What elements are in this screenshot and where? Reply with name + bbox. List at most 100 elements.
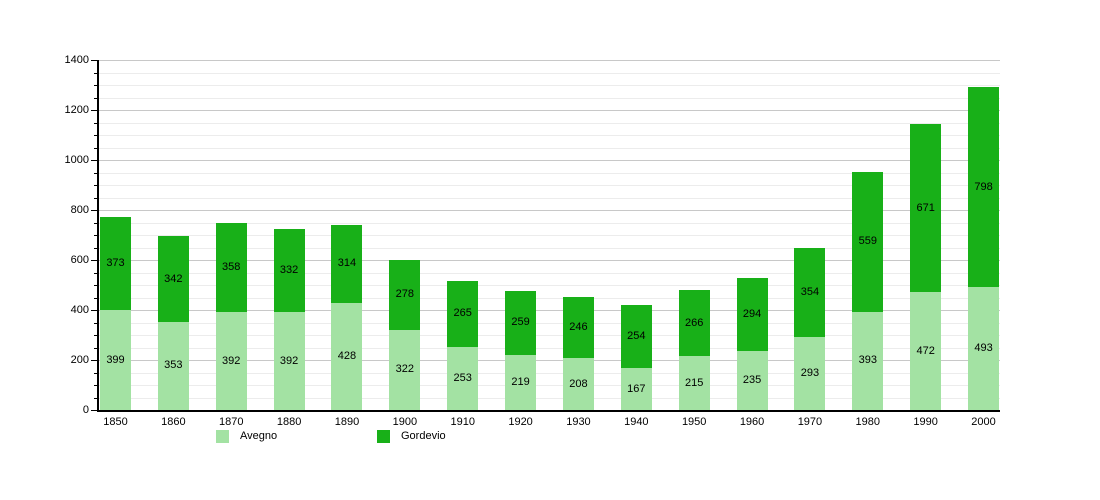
value-label-gordevio-1940: 254 — [627, 330, 646, 342]
value-label-gordevio-1920: 259 — [511, 316, 530, 329]
minor-gridline — [99, 322, 1000, 324]
plot-area: 0 200 400 600 800 1000 1200 1400 399 373 1850 353 34… — [65, 54, 1000, 428]
bar-segment-avegno-1890 — [331, 303, 363, 410]
value-label-gordevio-1980: 559 — [858, 235, 877, 248]
bar-segment-avegno-2000 — [968, 286, 1000, 410]
minor-gridline — [99, 297, 1000, 299]
bar-segment-gordevio-1980 — [852, 172, 884, 312]
gordevio-legend-label: Gordevio — [401, 430, 446, 442]
minor-gridline — [99, 185, 1000, 186]
y-axis-tick — [94, 347, 99, 349]
minor-gridline — [99, 272, 1000, 274]
bar-segment-gordevio-1850 — [100, 217, 131, 311]
value-label-gordevio-1860: 342 — [164, 272, 183, 285]
value-label-avegno-1960: 235 — [742, 374, 762, 387]
bar-segment-gordevio-2000 — [968, 87, 1000, 287]
y-axis-label: 1000 — [64, 154, 89, 166]
value-label-gordevio-1930: 246 — [569, 320, 588, 333]
minor-gridline — [99, 222, 1000, 224]
value-label-avegno-1900: 322 — [395, 363, 415, 376]
value-label-gordevio-1910: 265 — [453, 307, 472, 320]
value-label-avegno-1920: 219 — [511, 376, 530, 389]
value-label-avegno-1970: 293 — [800, 366, 820, 379]
y-axis-label: 1200 — [64, 104, 89, 116]
bar-segment-avegno-1900 — [389, 329, 421, 410]
bar-segment-gordevio-1950 — [678, 289, 710, 357]
avegno-legend-label: Avegno — [240, 430, 278, 442]
value-label-avegno-1980: 393 — [858, 354, 877, 367]
bar-segment-gordevio-1970 — [794, 248, 826, 337]
minor-gridline — [99, 372, 1000, 374]
major-gridline — [99, 160, 1000, 161]
major-gridline — [99, 60, 1000, 61]
y-axis-tick — [94, 285, 99, 286]
y-axis-tick — [94, 222, 99, 224]
minor-gridline — [99, 147, 1000, 149]
y-axis-tick — [91, 60, 99, 61]
y-axis-tick — [94, 97, 99, 99]
bar-segment-gordevio-1920 — [505, 290, 537, 356]
bar-segment-gordevio-1860 — [157, 236, 189, 322]
bar-segment-avegno-1870 — [215, 312, 247, 410]
y-axis-label: 0 — [82, 404, 89, 416]
x-axis-label: 1930 — [566, 416, 591, 428]
y-axis-tick — [94, 322, 99, 324]
x-axis-label: 1940 — [624, 416, 649, 428]
value-label-avegno-1860: 353 — [164, 359, 183, 372]
minor-gridline — [99, 247, 1000, 249]
bar-segment-gordevio-1910 — [447, 280, 479, 347]
x-axis-label: 1960 — [739, 416, 765, 428]
minor-gridline — [99, 397, 1000, 399]
y-axis-tick — [91, 160, 99, 161]
bar-segment-avegno-1860 — [157, 321, 189, 410]
x-axis-label: 1890 — [334, 416, 360, 428]
y-axis-tick — [94, 172, 99, 174]
major-gridline — [99, 110, 1000, 111]
minor-gridline — [99, 285, 1000, 286]
value-label-gordevio-1890: 314 — [337, 257, 357, 270]
y-axis-tick — [94, 385, 99, 386]
bar-segment-gordevio-1990 — [910, 124, 942, 292]
bar-segment-avegno-1950 — [678, 356, 710, 410]
bar-segment-gordevio-1870 — [215, 222, 247, 312]
y-axis-tick — [94, 85, 99, 86]
bar-segment-avegno-1980 — [852, 311, 884, 410]
avegno-legend-swatch — [216, 429, 229, 443]
x-axis-label: 1990 — [913, 416, 938, 428]
value-label-avegno-1880: 392 — [279, 354, 299, 367]
value-label-gordevio-1870: 358 — [222, 260, 241, 273]
value-label-gordevio-1990: 671 — [916, 201, 935, 214]
y-axis-tick — [94, 372, 99, 374]
minor-gridline — [99, 97, 1000, 99]
bar-segment-gordevio-1890 — [331, 224, 363, 303]
x-axis-label: 1850 — [103, 416, 128, 428]
minor-gridline — [99, 347, 1000, 349]
minor-gridline — [99, 85, 1000, 86]
major-gridline — [99, 210, 1000, 211]
y-axis-tick — [94, 235, 99, 236]
value-label-gordevio-1950: 266 — [685, 316, 704, 329]
y-axis-tick — [94, 72, 99, 74]
y-axis-label: 200 — [70, 354, 89, 366]
value-label-gordevio-2000: 798 — [974, 180, 993, 193]
bar-segment-avegno-1940 — [620, 368, 652, 410]
x-axis-label: 1910 — [450, 416, 475, 428]
bar-segment-avegno-1970 — [794, 336, 826, 410]
y-axis-tick — [91, 260, 99, 261]
x-axis-label: 1880 — [276, 416, 302, 428]
minor-gridline — [99, 197, 1000, 199]
value-label-gordevio-1850: 373 — [106, 257, 125, 270]
x-axis-label: 1920 — [508, 416, 533, 428]
x-axis-label: 1900 — [392, 416, 418, 428]
value-label-gordevio-1900: 278 — [395, 288, 415, 301]
minor-gridline — [99, 235, 1000, 236]
y-axis-tick — [94, 147, 99, 149]
bar-segment-avegno-1850 — [100, 310, 131, 410]
y-axis-tick — [94, 185, 99, 186]
value-label-avegno-1910: 253 — [453, 371, 472, 384]
minor-gridline — [99, 72, 1000, 74]
bar-segment-gordevio-1940 — [620, 304, 652, 369]
x-axis-label: 1950 — [681, 416, 707, 428]
minor-gridline — [99, 172, 1000, 174]
